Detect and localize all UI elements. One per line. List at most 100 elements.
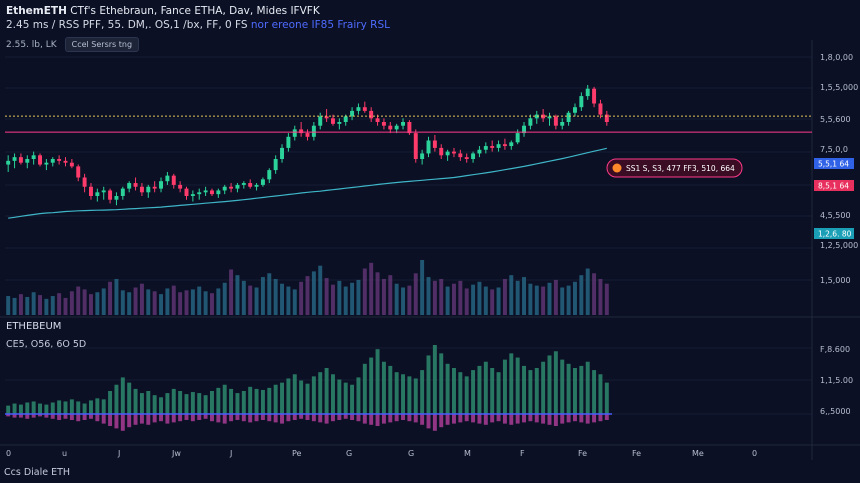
candle-body — [18, 157, 23, 163]
oscillator-bar-negative — [146, 414, 151, 425]
oscillator-bar — [592, 370, 597, 414]
candle-body — [292, 129, 297, 137]
volume-bar — [483, 286, 488, 315]
candle-body — [579, 96, 584, 108]
volume-bar — [445, 286, 450, 315]
oscillator-bar-negative — [178, 414, 183, 422]
oscillator-bar-negative — [159, 414, 164, 422]
oscillator-bar-negative — [604, 414, 609, 420]
oscillator-bar-negative — [585, 414, 590, 424]
oscillator-bar — [407, 376, 412, 414]
volume-bar — [108, 281, 113, 315]
oscillator-bar-negative — [490, 414, 495, 423]
oscillator-bar — [101, 399, 106, 414]
candle-body — [197, 192, 202, 195]
volume-bars — [6, 260, 609, 315]
coin-icon — [612, 163, 622, 173]
x-axis-tick-label: G — [346, 449, 352, 458]
volume-bar — [515, 280, 520, 315]
candle-body — [152, 186, 157, 189]
candle-body — [547, 116, 552, 119]
candle-body — [356, 107, 361, 111]
price-tag[interactable]: SS1 S, S3, 477 FF3, 510, 664 — [606, 158, 743, 178]
volume-bar — [184, 290, 189, 315]
oscillator-bar-negative — [330, 414, 335, 422]
oscillator-bar-negative — [426, 414, 431, 429]
volume-bar — [235, 275, 240, 315]
oscillator-bar-negative — [216, 414, 221, 423]
volume-bar — [63, 297, 68, 315]
axis-tags: 5,5,1 64 8,5,1 64 1,2,6. 80 — [814, 158, 854, 239]
oscillator-bar — [311, 376, 316, 414]
oscillator-bar — [267, 387, 272, 414]
oscillator-bar-negative — [139, 414, 144, 424]
oscillator-bar — [229, 388, 234, 414]
oscillator-bar — [490, 368, 495, 414]
oscillator-bar — [127, 382, 132, 414]
oscillator-bar-negative — [190, 414, 195, 422]
volume-bar — [579, 275, 584, 315]
oscillator-bar — [451, 368, 456, 414]
oscillator-bar — [171, 388, 176, 414]
oscillator-bar — [350, 384, 355, 414]
x-axis-tick-label: Fe — [578, 449, 587, 458]
candle-body — [426, 140, 431, 154]
x-axis-tick-label: Jw — [171, 449, 181, 458]
indicator-readout: nor ereone IF85 Frairy RSL — [250, 19, 390, 31]
oscillator-bar-negative — [57, 414, 62, 420]
candle-body — [222, 186, 227, 191]
candle-body — [522, 125, 527, 134]
oscillator-bar-negative — [350, 414, 355, 420]
oscillator-bar-negative — [541, 414, 546, 424]
axis-tag-background — [814, 228, 854, 239]
volume-bar — [101, 288, 106, 315]
candle-body — [273, 159, 278, 171]
volume-bar — [229, 269, 234, 315]
symbol-readout: 2.55. lb, LK — [6, 39, 57, 50]
settings-button[interactable]: Ccel Sersrs tng — [64, 37, 140, 52]
oscillator-bar — [362, 363, 367, 414]
candle-body — [566, 112, 571, 122]
oscillator-bar-negative — [88, 414, 93, 419]
volume-bar — [432, 280, 437, 315]
candle-body — [432, 140, 437, 148]
oscillator-bar — [477, 365, 482, 414]
oscillator-bar — [69, 399, 74, 414]
oscillator-bar — [139, 393, 144, 414]
subpanel-title: ETHEBEUM — [6, 321, 62, 332]
volume-bar — [362, 268, 367, 315]
candle-body — [190, 194, 195, 196]
oscillator-bar — [292, 374, 297, 414]
candle-body — [50, 159, 55, 163]
oscillator-bar — [375, 349, 380, 414]
oscillator-bar-negative — [477, 414, 482, 424]
oscillator-bar — [63, 401, 68, 414]
oscillator-bar — [560, 359, 565, 414]
oscillator-bar-negative — [44, 414, 49, 418]
volume-bar — [25, 296, 30, 315]
oscillator-bar-negative — [235, 414, 240, 420]
volume-bar — [267, 273, 272, 315]
oscillator-bar-negative — [445, 414, 450, 425]
oscillator-bar-negative — [69, 414, 74, 420]
volume-bar — [343, 286, 348, 315]
volume-bar — [394, 283, 399, 315]
candle-body — [82, 177, 87, 187]
volume-bar — [31, 292, 36, 315]
oscillator-bar — [18, 404, 23, 414]
candle-body — [101, 190, 106, 193]
oscillator-bar-negative — [515, 414, 520, 424]
oscillator-bar — [502, 359, 507, 414]
oscillator-bar — [114, 384, 119, 414]
candle-body — [381, 122, 386, 126]
volume-bar — [566, 285, 571, 315]
oscillator-bar-negative — [133, 414, 138, 425]
chart-toolbar: 2.55. lb, LK Ccel Sersrs tng — [6, 37, 140, 52]
volume-bar — [502, 278, 507, 315]
oscillator-bar-negative — [165, 414, 170, 424]
oscillator-bar-negative — [82, 414, 87, 420]
oscillator-bar-negative — [50, 414, 55, 419]
ohlc-readout: 2.45 ms / RSS PFF, 55. DM,. OS,1 /bx, FF… — [6, 19, 251, 31]
oscillator-bar — [598, 374, 603, 414]
